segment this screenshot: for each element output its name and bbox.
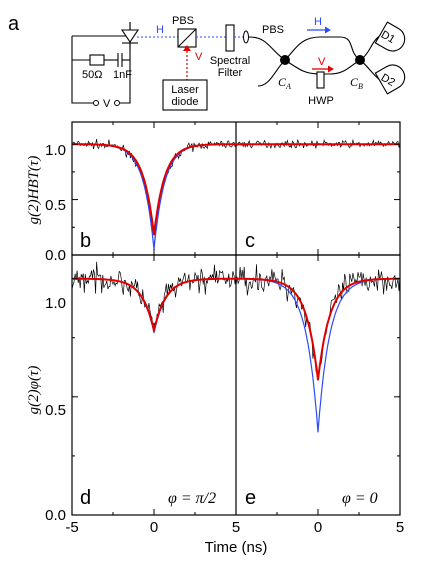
fit-curve <box>72 143 236 236</box>
axis-ticks <box>71 122 401 516</box>
capacitor-icon <box>117 53 123 67</box>
v-label-right: V <box>318 56 326 68</box>
laser-label-line1: Laser <box>171 84 199 96</box>
spectral-filter <box>225 24 235 52</box>
panel-label-a: a <box>8 13 20 35</box>
coupler-a-label: C <box>278 75 287 89</box>
setup-diagram: a 50Ω 1nF V H PBS <box>8 13 406 111</box>
fiber-cross <box>257 36 361 87</box>
laser-label-line2: diode <box>172 96 199 108</box>
y-tick-bottom-1.0: 1.0 <box>45 295 66 312</box>
v-label-left: V <box>195 51 203 63</box>
h-label-right: H <box>314 16 322 28</box>
fit-curve <box>72 277 236 331</box>
panel-label-b: b <box>80 230 91 252</box>
h-label-left: H <box>156 24 164 36</box>
panel-label-d: d <box>80 487 91 509</box>
fit-curve <box>236 277 400 381</box>
hwp-plate <box>316 71 325 89</box>
annotation-phi-0: φ = 0 <box>342 490 378 507</box>
plots: 1.0 0.5 0.0 1.0 0.5 0.0 -5 0 5 0 5 Time … <box>26 121 404 556</box>
panel-c-traces <box>235 138 401 150</box>
y-tick-bottom-0.0: 0.0 <box>45 507 66 524</box>
pbs-left-label: PBS <box>172 15 194 27</box>
detector-d1: D1 <box>374 21 406 52</box>
v-arrow-icon <box>183 45 191 51</box>
x-tick-0-right: 0 <box>314 519 322 536</box>
filter-label-line2: Filter <box>218 67 243 79</box>
x-tick-minus5: -5 <box>65 519 78 536</box>
x-tick-0-left: 0 <box>150 519 158 536</box>
terminal-right <box>114 100 120 106</box>
raw-data-trace <box>235 264 401 378</box>
coupler-b-sub: B <box>358 82 363 91</box>
filter-label-line1: Spectral <box>210 55 250 67</box>
x-tick-5-mid: 5 <box>232 519 240 536</box>
coupler-a <box>280 55 290 65</box>
panel-label-e: e <box>245 487 256 509</box>
laser-diode-box <box>162 79 208 111</box>
panel-b-traces <box>71 139 237 250</box>
theory-curve <box>72 278 236 334</box>
x-tick-5-right: 5 <box>396 519 404 536</box>
detector-d2: D2 <box>374 64 406 95</box>
coupler-a-sub: A <box>285 82 291 91</box>
y-tick-top-0.5: 0.5 <box>45 197 66 214</box>
h-arrow-icon <box>325 26 331 34</box>
lens-icon <box>243 30 249 44</box>
coupler-b-label: C <box>350 75 359 89</box>
panel-d-traces <box>71 261 237 334</box>
y-axis-label-top: g(2)HBT(τ) <box>26 156 42 225</box>
coupler-b <box>355 55 365 65</box>
resistor-label: 50Ω <box>82 69 102 81</box>
y-axis-label-bottom: g(2)φ(τ) <box>26 366 42 415</box>
y-tick-top-1.0: 1.0 <box>45 142 66 159</box>
panel-label-c: c <box>245 230 255 252</box>
resistor-icon <box>89 54 105 66</box>
terminal-left <box>93 100 99 106</box>
x-axis-label: Time (ns) <box>205 539 268 556</box>
theory-curve <box>236 278 400 433</box>
y-tick-top-0.0: 0.0 <box>45 247 66 264</box>
panel-e-traces <box>235 264 401 433</box>
v-arrow-right-icon <box>328 65 334 73</box>
voltage-label: V <box>103 98 111 110</box>
drive-circuit: 50Ω 1nF V <box>71 22 140 110</box>
raw-data-trace <box>71 261 237 329</box>
pbs-right-label: PBS <box>262 24 284 36</box>
capacitor-label: 1nF <box>113 69 132 81</box>
annotation-phi-pi2: φ = π/2 <box>168 490 216 507</box>
y-tick-bottom-0.5: 0.5 <box>45 402 66 419</box>
hwp-label: HWP <box>308 95 334 107</box>
